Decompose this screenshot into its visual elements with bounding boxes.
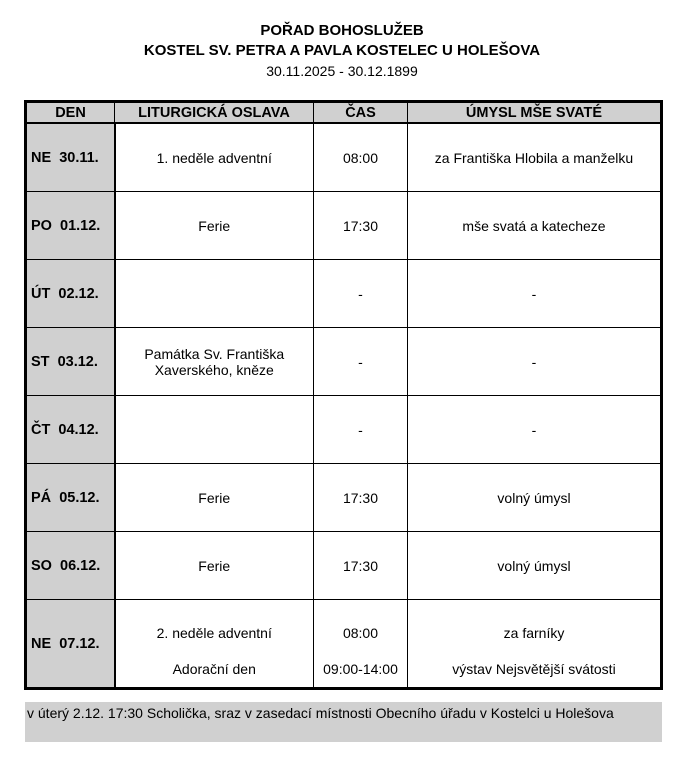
church-name: KOSTEL SV. PETRA A PAVLA KOSTELEC U HOLE… xyxy=(143,42,541,59)
time-text: 08:00 xyxy=(342,624,379,641)
intention-cell: volný úmysl xyxy=(407,531,662,600)
column-header-day: DEN xyxy=(25,101,115,124)
intention-text: výstav Nejsvětější svátosti xyxy=(452,660,616,677)
table-row: ST 03.12. Památka Sv. Františka Xaverskéh… xyxy=(25,327,662,396)
table-row: PÁ 05.12. Ferie 17:30 volný úmysl xyxy=(25,463,662,532)
celebration-text: 2. neděle adventní xyxy=(156,624,272,641)
table-row: NE 07.12. 2. neděle adventní Adorační de… xyxy=(25,599,662,689)
date-range: 30.11.2025 - 30.12.1899 xyxy=(266,63,418,79)
table-row: ÚT 02.12. - - xyxy=(25,259,662,328)
day-cell: PÁ 05.12. xyxy=(25,463,116,532)
time-cell: - xyxy=(313,327,408,396)
celebration-cell xyxy=(114,395,314,464)
celebration-cell: 2. neděle adventní Adorační den xyxy=(114,599,314,689)
intention-cell: - xyxy=(407,327,662,396)
celebration-text: Adorační den xyxy=(172,660,256,677)
schedule-table: DEN LITURGICKÁ OSLAVA ČAS ÚMYSL MŠE SVAT… xyxy=(24,100,663,690)
time-cell: 08:00 09:00-14:00 xyxy=(313,599,408,689)
table-row: NE 30.11. 1. neděle adventní 08:00 za Frant… xyxy=(25,122,662,192)
column-header-time: ČAS xyxy=(313,101,408,124)
intention-cell: za Františka Hlobila a manželku xyxy=(407,122,662,192)
intention-cell: - xyxy=(407,259,662,328)
day-cell: ČT 04.12. xyxy=(25,395,116,464)
time-cell: 08:00 xyxy=(313,122,408,192)
celebration-cell: Ferie xyxy=(114,463,314,532)
intention-text: za farníky xyxy=(503,624,565,641)
table-row: ČT 04.12. - - xyxy=(25,395,662,464)
celebration-cell: Památka Sv. Františka Xaverského, kněze xyxy=(114,327,314,396)
table-row: SO 06.12. Ferie 17:30 volný úmysl xyxy=(25,531,662,600)
time-cell: 17:30 xyxy=(313,463,408,532)
time-cell: - xyxy=(313,395,408,464)
time-text: 09:00-14:00 xyxy=(323,660,398,677)
time-cell: 17:30 xyxy=(313,191,408,260)
time-cell: 17:30 xyxy=(313,531,408,600)
day-cell: NE 30.11. xyxy=(25,122,116,192)
day-cell: PO 01.12. xyxy=(25,191,116,260)
intention-cell: za farníky výstav Nejsvětější svátosti xyxy=(407,599,662,689)
day-cell: NE 07.12. xyxy=(25,599,116,689)
table-row: PO 01.12. Ferie 17:30 mše svatá a katecheze xyxy=(25,191,662,260)
day-cell: SO 06.12. xyxy=(25,531,116,600)
celebration-cell: Ferie xyxy=(114,191,314,260)
intention-cell: volný úmysl xyxy=(407,463,662,532)
intention-cell: mše svatá a katecheze xyxy=(407,191,662,260)
table-header-row: DEN LITURGICKÁ OSLAVA ČAS ÚMYSL MŠE SVAT… xyxy=(25,101,662,124)
celebration-cell: 1. neděle adventní xyxy=(114,122,314,192)
document-title: POŘAD BOHOSLUŽEB xyxy=(260,22,424,39)
column-header-celebration: LITURGICKÁ OSLAVA xyxy=(114,101,314,124)
celebration-cell: Ferie xyxy=(114,531,314,600)
announcement-note: v úterý 2.12. 17:30 Scholička, sraz v za… xyxy=(25,702,662,742)
intention-cell: - xyxy=(407,395,662,464)
day-cell: ST 03.12. xyxy=(25,327,116,396)
column-header-intention: ÚMYSL MŠE SVATÉ xyxy=(407,101,662,124)
day-cell: ÚT 02.12. xyxy=(25,259,116,328)
time-cell: - xyxy=(313,259,408,328)
celebration-cell xyxy=(114,259,314,328)
